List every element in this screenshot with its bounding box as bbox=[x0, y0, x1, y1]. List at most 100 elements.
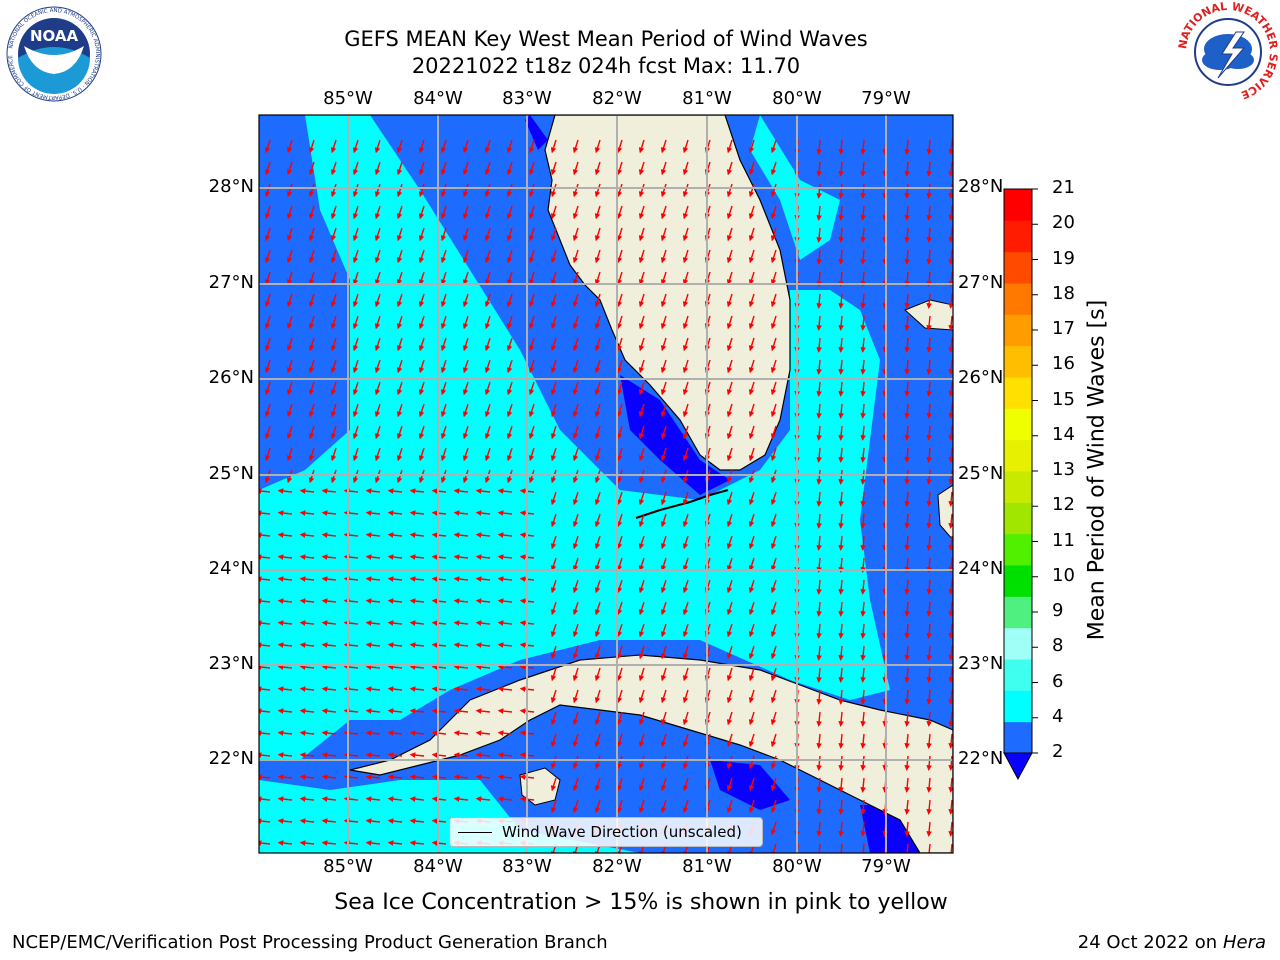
wind-arrow bbox=[904, 645, 910, 661]
wind-arrow bbox=[816, 755, 822, 771]
wind-arrow bbox=[682, 271, 689, 286]
wind-arrow bbox=[948, 293, 953, 309]
wind-arrow bbox=[550, 315, 557, 330]
wind-arrow bbox=[299, 840, 315, 846]
wind-arrow bbox=[638, 777, 645, 792]
wind-arrow bbox=[816, 513, 822, 529]
map-frame bbox=[258, 114, 954, 854]
wind-arrow bbox=[550, 535, 557, 550]
wind-arrow bbox=[330, 337, 337, 352]
wind-arrow bbox=[462, 271, 469, 286]
colorbar-tick-label: 13 bbox=[1052, 459, 1075, 480]
wind-arrow bbox=[484, 271, 491, 286]
footer-date: 24 Oct 2022 on Hera bbox=[1078, 932, 1266, 953]
wind-arrow bbox=[387, 708, 403, 714]
wind-arrow bbox=[264, 293, 271, 308]
wind-arrow bbox=[926, 293, 932, 309]
wind-arrow bbox=[365, 510, 381, 516]
longitude-label: 82°W bbox=[592, 856, 642, 877]
wind-arrow bbox=[770, 733, 777, 748]
wind-arrow bbox=[904, 799, 910, 815]
wind-arrow bbox=[264, 271, 271, 286]
wind-arrow bbox=[838, 403, 844, 419]
wind-arrow bbox=[682, 623, 689, 638]
wind-arrow bbox=[462, 337, 469, 352]
wind-arrow bbox=[838, 601, 844, 617]
wind-arrow bbox=[462, 447, 469, 462]
wind-arrow bbox=[660, 799, 667, 814]
wind-arrow bbox=[616, 755, 623, 770]
wind-arrow bbox=[616, 711, 623, 726]
wind-arrow bbox=[277, 730, 293, 736]
wind-arrow bbox=[638, 667, 645, 682]
wind-arrow bbox=[396, 447, 403, 462]
wind-arrow bbox=[816, 579, 822, 595]
wind-arrow bbox=[616, 689, 623, 704]
wind-arrow bbox=[748, 403, 755, 418]
wind-arrow bbox=[748, 183, 755, 198]
wind-arrow bbox=[387, 554, 403, 560]
wind-arrow bbox=[816, 249, 822, 265]
latitude-label: 27°N bbox=[208, 272, 254, 293]
wind-arrow bbox=[616, 161, 623, 176]
wind-arrow bbox=[816, 381, 822, 397]
wind-arrow bbox=[838, 689, 844, 705]
wind-arrow bbox=[572, 315, 579, 330]
wind-arrow bbox=[286, 205, 293, 220]
wind-arrow bbox=[299, 664, 315, 670]
wind-arrow bbox=[904, 777, 910, 793]
wind-arrow bbox=[277, 620, 293, 626]
wind-arrow bbox=[770, 271, 777, 286]
wind-arrow bbox=[926, 601, 932, 617]
wind-arrow bbox=[453, 532, 469, 538]
wind-arrow bbox=[374, 205, 381, 220]
wind-arrow bbox=[816, 337, 822, 353]
wind-arrow bbox=[594, 491, 601, 506]
colorbar-tick-label: 8 bbox=[1052, 635, 1064, 657]
wind-arrow bbox=[528, 271, 535, 286]
wind-arrow bbox=[770, 227, 777, 242]
wind-arrow bbox=[682, 535, 689, 550]
wind-arrow bbox=[594, 601, 601, 616]
wind-arrow bbox=[594, 227, 601, 242]
wind-arrow bbox=[462, 469, 469, 484]
wind-arrow bbox=[308, 227, 315, 242]
wind-arrow bbox=[770, 403, 777, 418]
wind-arrow bbox=[396, 161, 403, 176]
wind-arrow bbox=[497, 686, 513, 692]
wind-arrow bbox=[926, 623, 932, 639]
wind-arrow bbox=[616, 315, 623, 330]
wind-arrow bbox=[594, 623, 601, 638]
colorbar-segment bbox=[1004, 471, 1032, 503]
wind-arrow bbox=[484, 447, 491, 462]
wind-arrow bbox=[816, 139, 822, 155]
wind-arrow bbox=[352, 469, 359, 484]
wind-arrow bbox=[770, 513, 777, 528]
wind-arrow bbox=[660, 777, 667, 792]
longitude-label: 82°W bbox=[592, 88, 642, 109]
colorbar-segment bbox=[1004, 314, 1032, 347]
wind-arrow bbox=[838, 447, 844, 463]
wind-arrow bbox=[948, 623, 953, 639]
wind-arrow bbox=[506, 425, 513, 440]
wind-arrow bbox=[948, 711, 953, 727]
wind-arrow bbox=[365, 686, 381, 692]
wind-arrow bbox=[726, 271, 733, 286]
colorbar-tick-label: 9 bbox=[1052, 600, 1064, 621]
wind-arrow bbox=[484, 425, 491, 440]
longitude-label: 83°W bbox=[502, 856, 552, 877]
wind-arrow bbox=[926, 667, 932, 683]
wind-arrow bbox=[475, 642, 491, 648]
wind-arrow bbox=[352, 205, 359, 220]
wind-arrow bbox=[860, 425, 866, 441]
wind-arrow bbox=[860, 755, 866, 771]
wind-arrow bbox=[299, 796, 315, 802]
wind-arrow bbox=[594, 557, 601, 572]
wind-arrow bbox=[352, 161, 359, 176]
wind-arrow bbox=[748, 535, 755, 550]
wind-arrow bbox=[352, 403, 359, 418]
wind-arrow bbox=[838, 183, 844, 199]
wind-arrow bbox=[926, 381, 932, 397]
wind-arrow bbox=[462, 315, 469, 330]
wind-arrow bbox=[682, 337, 689, 352]
